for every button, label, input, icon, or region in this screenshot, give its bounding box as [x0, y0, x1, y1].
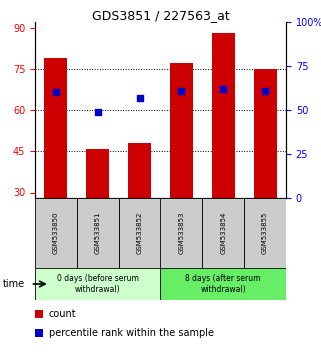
Bar: [86, 148, 109, 198]
Text: time: time: [3, 279, 25, 289]
Bar: [160, 198, 202, 268]
Point: [179, 88, 184, 93]
Text: GSM533850: GSM533850: [53, 212, 59, 254]
Text: GSM533855: GSM533855: [262, 212, 268, 254]
Text: GSM533853: GSM533853: [178, 212, 185, 254]
Bar: [35, 268, 160, 300]
Bar: [44, 58, 67, 198]
Point: [263, 88, 268, 93]
Text: GSM533851: GSM533851: [95, 212, 101, 254]
Text: 8 days (after serum
withdrawal): 8 days (after serum withdrawal): [186, 274, 261, 294]
Bar: [119, 198, 160, 268]
Bar: [77, 198, 119, 268]
Text: count: count: [49, 309, 76, 319]
Text: GSM533852: GSM533852: [136, 212, 143, 254]
Point: [221, 86, 226, 92]
Bar: [212, 33, 235, 198]
Text: GDS3851 / 227563_at: GDS3851 / 227563_at: [91, 9, 230, 22]
Text: 0 days (before serum
withdrawal): 0 days (before serum withdrawal): [57, 274, 139, 294]
Point: [95, 109, 100, 115]
Text: percentile rank within the sample: percentile rank within the sample: [49, 328, 214, 338]
Bar: [128, 143, 151, 198]
Bar: [244, 198, 286, 268]
Bar: [254, 69, 277, 198]
Bar: [170, 63, 193, 198]
Point: [137, 95, 142, 101]
Text: GSM533854: GSM533854: [220, 212, 226, 254]
Point: [53, 90, 58, 95]
Bar: [35, 198, 77, 268]
Bar: [160, 268, 286, 300]
Bar: [202, 198, 244, 268]
